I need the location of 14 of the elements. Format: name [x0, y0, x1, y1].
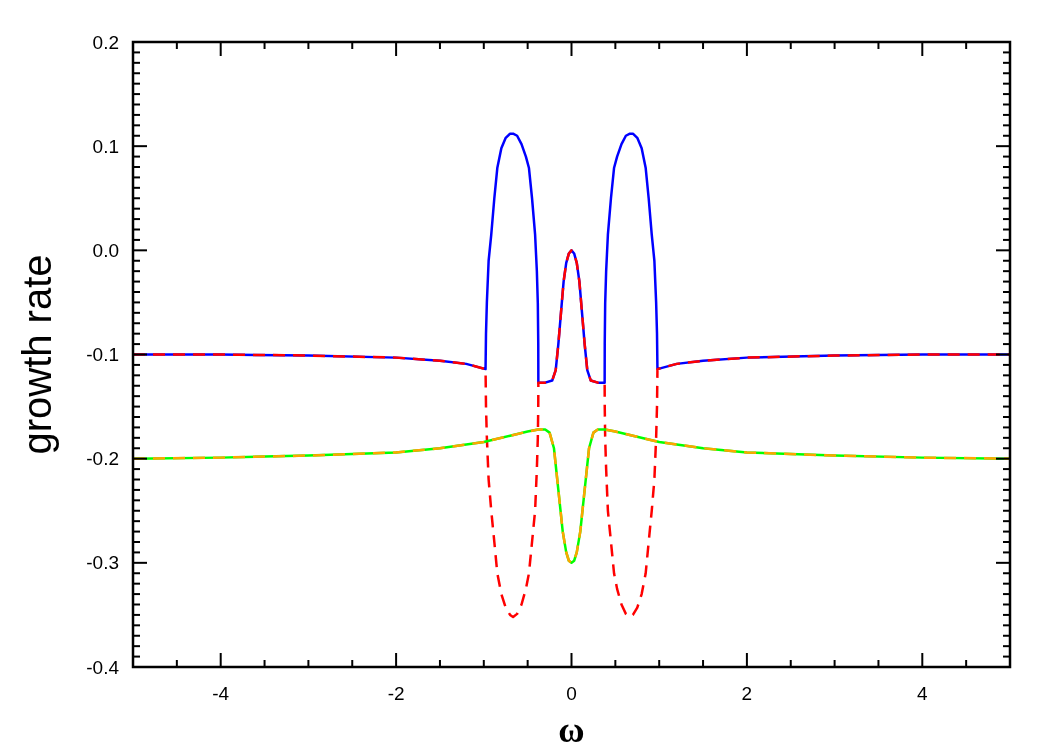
y-tick-label: -0.3 — [86, 552, 119, 574]
x-tick-label: 2 — [741, 683, 753, 704]
y-axis-title: growth rate — [15, 254, 59, 455]
y-tick-label: -0.1 — [86, 344, 119, 366]
x-tick-label: -4 — [212, 683, 230, 704]
x-tick-label: -2 — [387, 683, 405, 704]
x-axis-title: ω — [558, 710, 585, 750]
y-tick-label: -0.4 — [86, 656, 120, 678]
y-tick-label: 0.0 — [92, 239, 119, 261]
y-tick-label: 0.2 — [92, 31, 119, 53]
y-tick-label: 0.1 — [92, 135, 119, 157]
x-tick-label: 4 — [917, 683, 929, 704]
y-tick-label: -0.2 — [86, 448, 119, 470]
x-tick-label: 0 — [566, 683, 577, 704]
